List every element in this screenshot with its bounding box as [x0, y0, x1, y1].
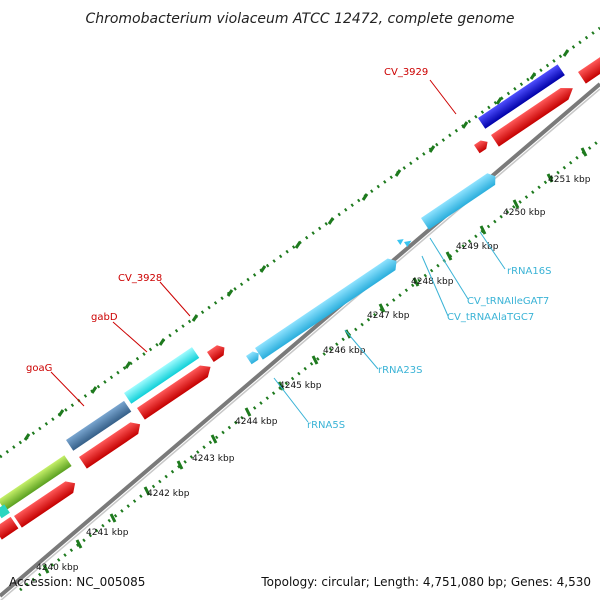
feature-cv3928	[124, 347, 200, 404]
label-rrna5s: rRNA5S	[307, 420, 345, 431]
feature-gabd-red	[137, 365, 211, 420]
tick-label-4246: 4246 kbp	[323, 346, 366, 356]
tick-label-4240: 4240 kbp	[36, 563, 79, 573]
tick-label-4250: 4250 kbp	[503, 208, 546, 218]
tick-label-4244: 4244 kbp	[235, 417, 278, 427]
feature-red-cds-right-edge	[578, 55, 600, 84]
summary-label: Topology: circular; Length: 4,751,080 bp…	[260, 575, 591, 589]
tick-label-4245: 4245 kbp	[279, 381, 322, 391]
label-cv3928: CV_3928	[118, 273, 162, 284]
feature-red-cds-3929-row	[491, 88, 573, 147]
tick-label-4249: 4249 kbp	[456, 242, 499, 252]
inner-major-ticks	[42, 147, 588, 574]
feature-goag-red	[79, 422, 141, 469]
feature-rrna16s	[421, 173, 496, 230]
label-cv3929: CV_3929	[384, 67, 428, 78]
tick-label-4243: 4243 kbp	[192, 454, 235, 464]
tick-label-4251: 4251 kbp	[548, 175, 591, 185]
tick-label-4242: 4242 kbp	[147, 489, 190, 499]
feature-trna-ile	[404, 240, 412, 247]
backbone-line-inner	[0, 88, 600, 600]
outer-major-ticks	[23, 49, 570, 441]
label-rrna16s: rRNA16S	[507, 266, 551, 277]
leader-lines	[50, 79, 506, 423]
feature-green-small	[0, 504, 10, 519]
label-trna-ile: CV_tRNAIleGAT7	[467, 296, 549, 307]
accession-label: Accession: NC_005085	[9, 575, 145, 589]
feature-goag	[66, 400, 132, 451]
backbone-line-outer	[0, 82, 600, 598]
feature-red-small-3928	[207, 345, 225, 362]
feature-blue-gene	[478, 64, 565, 129]
feature-red-small-3929	[474, 140, 488, 154]
feature-trna-ala	[397, 239, 404, 245]
feature-red-lower-left	[14, 481, 76, 528]
feature-rrna5s	[246, 351, 259, 365]
tick-label-4241: 4241 kbp	[86, 528, 129, 538]
feature-rrna23s	[255, 258, 397, 360]
label-goag: goaG	[26, 363, 52, 374]
tick-label-4248: 4248 kbp	[411, 277, 454, 287]
feature-red-edge-left	[0, 516, 19, 540]
label-gabd: gabD	[91, 312, 118, 323]
tick-label-4247: 4247 kbp	[367, 311, 410, 321]
label-rrna23s: rRNA23S	[378, 365, 422, 376]
map-title: Chromobacterium violaceum ATCC 12472, co…	[85, 11, 514, 27]
label-trna-ala: CV_tRNAAlaTGC7	[447, 312, 534, 323]
feature-green-gene	[0, 455, 72, 511]
